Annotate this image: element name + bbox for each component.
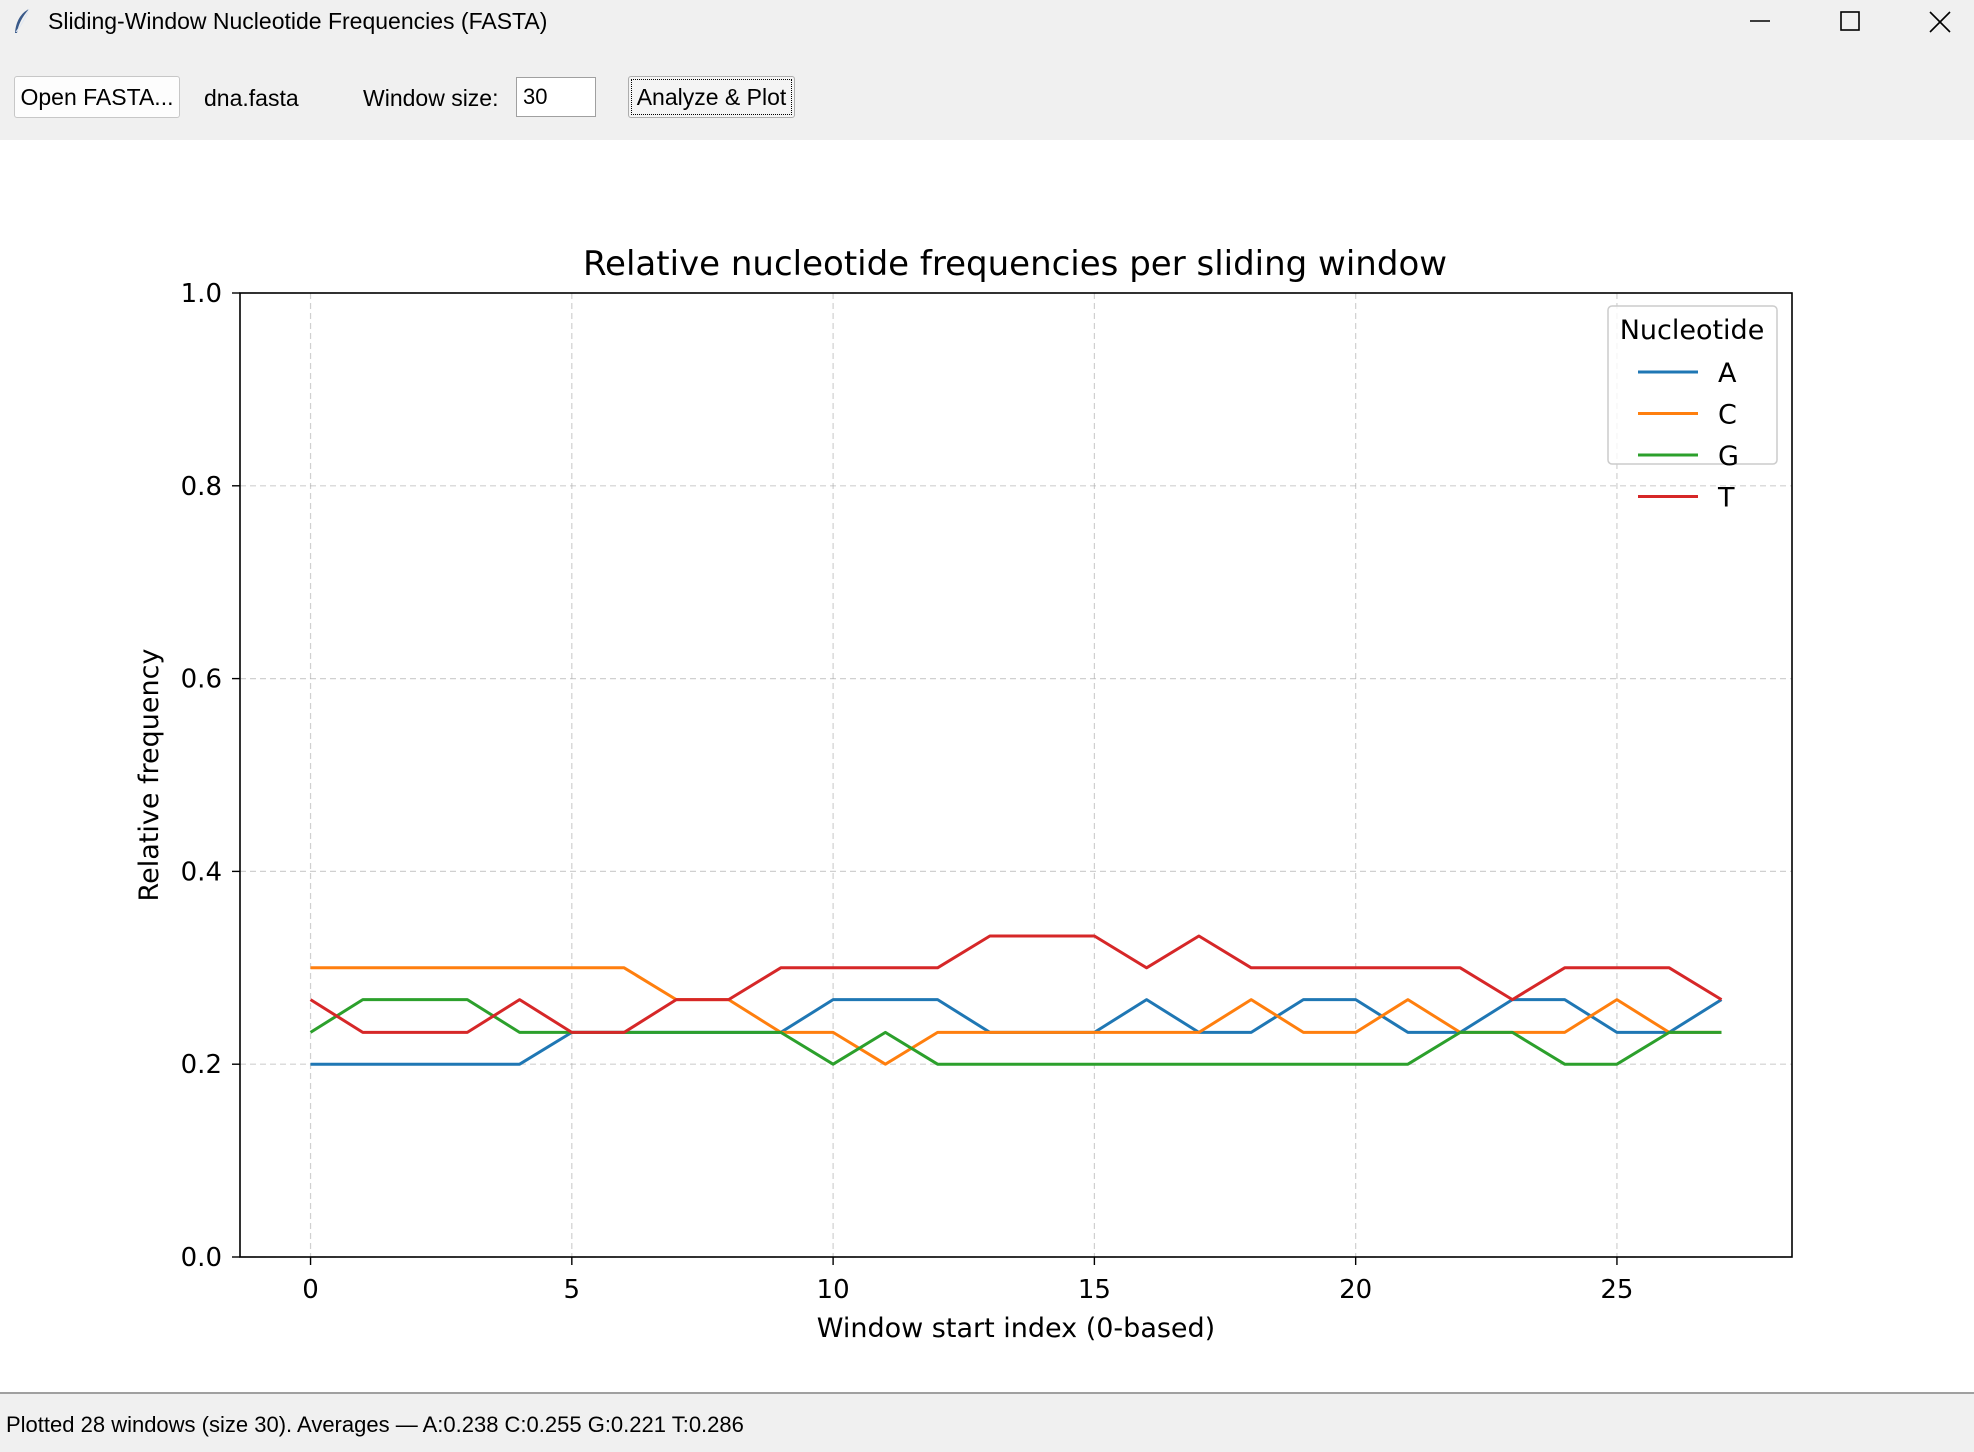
window-size-input[interactable]: 30 [516, 77, 596, 117]
y-tick-label: 0.6 [181, 665, 222, 695]
series-line-C [310, 966, 1722, 1066]
close-button[interactable] [1896, 0, 1974, 44]
analyze-plot-button[interactable]: Analyze & Plot [628, 76, 795, 118]
grid-lines [240, 292, 1792, 1258]
x-tick-label: 10 [817, 1275, 850, 1305]
window-size-label: Window size: [363, 85, 499, 111]
window-title: Sliding-Window Nucleotide Frequencies (F… [48, 8, 548, 34]
legend-label-T: T [1717, 483, 1735, 514]
y-axis-label: Relative frequency [134, 649, 165, 902]
maximize-button[interactable] [1806, 0, 1894, 44]
close-icon [1929, 11, 1951, 33]
series-line-G [309, 998, 1722, 1066]
title-bar: Sliding-Window Nucleotide Frequencies (F… [0, 0, 1974, 44]
nucleotide-frequency-chart: Relative nucleotide frequencies per slid… [134, 244, 1793, 1344]
x-tick-label: 15 [1078, 1275, 1111, 1305]
x-tick-label: 20 [1339, 1275, 1372, 1305]
y-tick-label: 0.8 [181, 472, 222, 502]
file-name-label: dna.fasta [204, 85, 299, 111]
axis-ticks: 0 5 10 15 20 25 0.0 0.2 0.4 0.6 0.8 1.0 [181, 279, 1634, 1305]
toolbar: Open FASTA... dna.fasta Window size: 30 … [0, 44, 1974, 140]
status-bar: Plotted 28 windows (size 30). Averages —… [0, 1392, 1974, 1452]
maximize-icon [1840, 11, 1860, 31]
legend-label-G: G [1718, 441, 1739, 472]
minimize-icon [1750, 20, 1770, 22]
chart-title: Relative nucleotide frequencies per slid… [583, 244, 1447, 284]
y-tick-label: 0.4 [181, 857, 222, 887]
legend-label-A: A [1718, 358, 1737, 389]
axes-frame [239, 292, 1793, 1258]
legend-label-C: C [1718, 400, 1737, 431]
x-tick-label: 0 [302, 1275, 319, 1305]
plot-area: Relative nucleotide frequencies per slid… [0, 140, 1974, 1392]
y-tick-label: 1.0 [181, 279, 222, 309]
y-tick-label: 0.0 [181, 1243, 222, 1273]
legend-title: Nucleotide [1620, 315, 1765, 346]
series-lines [309, 934, 1723, 1066]
x-tick-label: 5 [564, 1275, 581, 1305]
y-tick-label: 0.2 [181, 1050, 222, 1080]
open-fasta-button[interactable]: Open FASTA... [14, 76, 180, 118]
legend-box [1607, 305, 1778, 465]
series-line-T [309, 934, 1723, 1034]
x-axis-label: Window start index (0-based) [817, 1313, 1215, 1344]
status-text: Plotted 28 windows (size 30). Averages —… [6, 1412, 744, 1437]
x-tick-label: 25 [1600, 1275, 1633, 1305]
feather-icon [10, 8, 34, 36]
minimize-button[interactable] [1716, 0, 1804, 44]
